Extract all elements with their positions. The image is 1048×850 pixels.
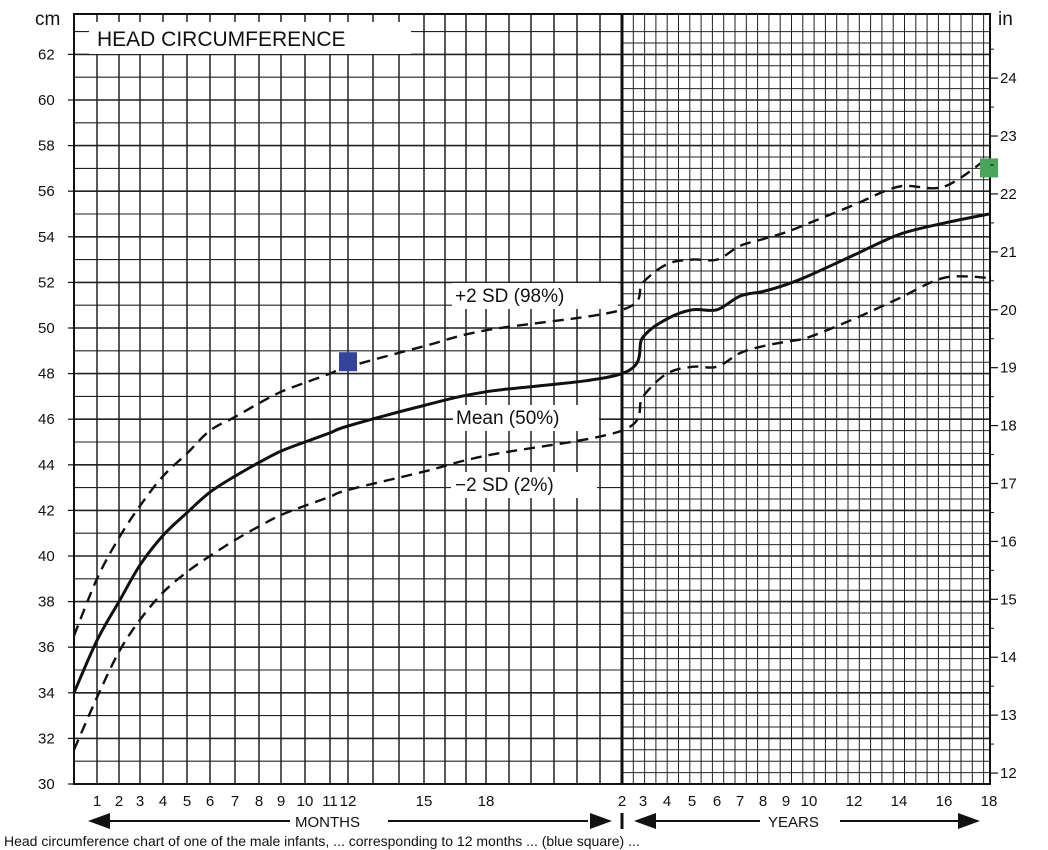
y-tick-in: 17 — [1000, 475, 1017, 492]
x-tick-month: 9 — [277, 793, 285, 810]
x-tick-month: 2 — [115, 793, 123, 810]
y-tick-cm: 30 — [38, 776, 55, 793]
x-tick-month: 5 — [183, 793, 191, 810]
x-tick-month: 10 — [297, 793, 314, 810]
y-tick-cm: 50 — [38, 320, 55, 337]
y-tick-cm: 46 — [38, 411, 55, 428]
y-tick-cm: 56 — [38, 183, 55, 200]
x-tick-month: 1 — [93, 793, 101, 810]
series-label-plus2sd-text: +2 SD (98%) — [455, 286, 564, 307]
y-tick-in: 24 — [1000, 70, 1017, 87]
x-axis-months-label: MONTHS — [295, 814, 360, 831]
series-line-2 — [72, 275, 990, 751]
x-tick-month: 11 — [322, 793, 338, 810]
grid — [74, 14, 990, 785]
x-tick-year: 18 — [981, 793, 998, 810]
y-tick-in: 13 — [1000, 707, 1017, 724]
x-tick-year: 16 — [936, 793, 953, 810]
y-tick-cm: 44 — [38, 457, 55, 474]
y-tick-cm: 34 — [38, 685, 55, 702]
x-tick-month: 6 — [206, 793, 214, 810]
x-tick-year: 7 — [736, 793, 744, 810]
x-tick-year: 10 — [801, 793, 818, 810]
years-arrow-right-head — [958, 813, 980, 829]
x-tick-month: 3 — [136, 793, 144, 810]
axis-arrows — [88, 813, 980, 829]
y-tick-in: 18 — [1000, 418, 1017, 435]
y-tick-cm: 52 — [38, 274, 55, 291]
chart-frame — [73, 13, 991, 785]
x-tick-year: 14 — [891, 793, 908, 810]
series-label-minus2sd-text: −2 SD (2%) — [455, 475, 554, 496]
x-tick-year: 6 — [713, 793, 721, 810]
series-label-plus2sd: +2 SD (98%) — [452, 283, 618, 309]
x-tick-year: 12 — [846, 793, 863, 810]
x-tick-month: 7 — [231, 793, 239, 810]
series-line-1 — [72, 212, 990, 694]
y-tick-cm: 36 — [38, 639, 55, 656]
y-tick-in: 23 — [1000, 128, 1017, 145]
x-tick-year: 4 — [663, 793, 671, 810]
y-tick-in: 15 — [1000, 591, 1017, 608]
y-tick-in: 16 — [1000, 533, 1017, 550]
x-tick-month: 18 — [478, 793, 495, 810]
y-tick-in: 21 — [1000, 244, 1017, 261]
y-tick-cm: 60 — [38, 92, 55, 109]
x-tick-year: 9 — [782, 793, 790, 810]
y-tick-in: 22 — [1000, 186, 1017, 203]
y-tick-in: 20 — [1000, 302, 1017, 319]
x-tick-year: 2 — [618, 793, 626, 810]
months-arrow-right-head — [590, 813, 612, 829]
marker-square-0 — [339, 352, 357, 372]
x-tick-year: 3 — [639, 793, 647, 810]
y-tick-in: 14 — [1000, 649, 1017, 666]
series-line-0 — [72, 155, 990, 637]
x-tick-month: 4 — [159, 793, 167, 810]
markers — [339, 158, 998, 372]
y-unit-left: cm — [35, 9, 60, 30]
x-axis-years-label: YEARS — [768, 814, 819, 831]
y-tick-in: 12 — [1000, 765, 1017, 782]
y-tick-in: 19 — [1000, 360, 1017, 377]
caption-fragment: Head circumference chart of one of the m… — [4, 833, 640, 849]
y-tick-cm: 48 — [38, 366, 55, 383]
series-lines — [72, 155, 990, 751]
series-label-mean: Mean (50%) — [453, 405, 599, 431]
x-tick-month: 12 — [340, 793, 357, 810]
x-tick-month: 15 — [416, 793, 433, 810]
y-tick-cm: 42 — [38, 502, 55, 519]
y-unit-right: in — [998, 9, 1013, 30]
y-tick-cm: 62 — [38, 46, 55, 63]
y-tick-cm: 40 — [38, 548, 55, 565]
title-box — [89, 22, 411, 54]
series-label-mean-text: Mean (50%) — [456, 408, 560, 429]
plot-border — [73, 13, 991, 785]
y-tick-cm: 32 — [38, 730, 55, 747]
x-tick-month: 8 — [255, 793, 263, 810]
series-label-minus2sd: −2 SD (2%) — [451, 472, 597, 498]
months-arrow-left-head — [88, 813, 110, 829]
x-tick-year: 8 — [759, 793, 767, 810]
x-tick-year: 5 — [688, 793, 696, 810]
years-arrow-left-head — [634, 813, 656, 829]
marker-square-1 — [980, 158, 998, 178]
tick-labels: 3032343638404244464850525456586062121314… — [38, 46, 1017, 810]
y-tick-cm: 38 — [38, 594, 55, 611]
y-tick-cm: 54 — [38, 229, 55, 246]
y-tick-cm: 58 — [38, 138, 55, 155]
chart-title: HEAD CIRCUMFERENCE — [97, 28, 346, 51]
